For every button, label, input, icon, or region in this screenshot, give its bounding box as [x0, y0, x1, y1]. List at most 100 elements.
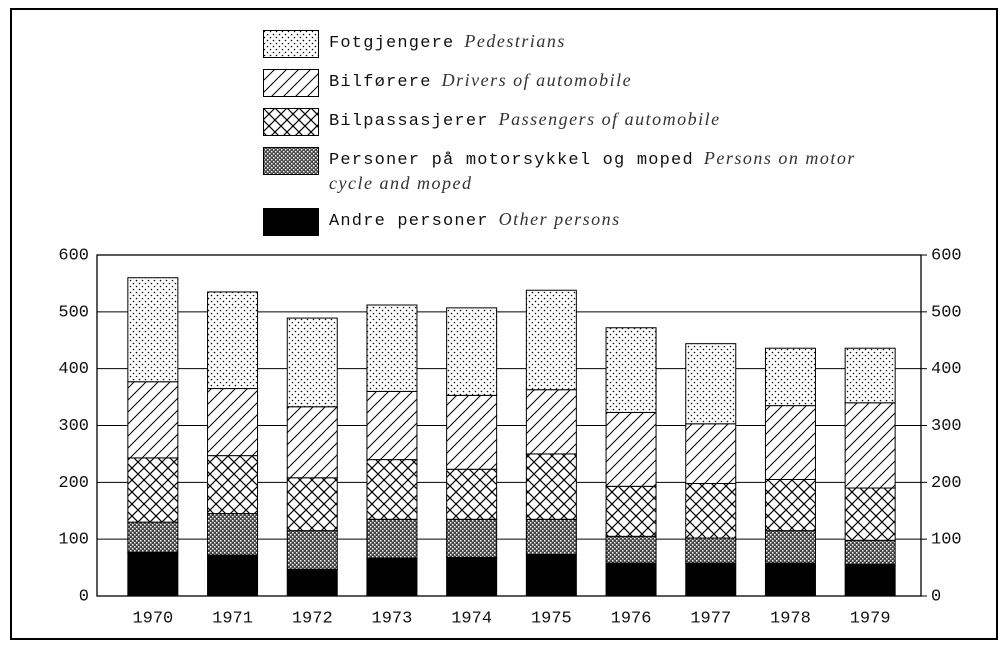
- y2-tick-label: 300: [931, 417, 962, 436]
- legend-name-en: Other persons: [498, 209, 621, 229]
- bar-segment: [127, 551, 179, 597]
- legend-name-en: Passengers of automobile: [498, 109, 721, 129]
- bar-segment: [605, 485, 657, 537]
- x-tick-label: 1972: [292, 609, 333, 628]
- bar-segment: [127, 381, 179, 459]
- x-tick-label: 1971: [212, 609, 253, 628]
- legend-swatch-fill: [263, 30, 319, 58]
- legend-label: Andre personer Other persons: [329, 208, 874, 233]
- x-tick-label: 1974: [451, 609, 492, 628]
- bar-segment: [605, 535, 657, 564]
- bar-segment: [366, 459, 418, 520]
- bar-segment: [764, 347, 816, 407]
- legend-item: Bilpassasjerer Passengers of automobile: [263, 108, 883, 136]
- legend-name: Personer på motorsykkel og moped: [329, 151, 694, 170]
- bar-segment: [525, 453, 577, 520]
- bar-segment: [764, 478, 816, 532]
- legend-name: Bilpassasjerer: [329, 112, 489, 131]
- x-tick-label: 1977: [690, 609, 731, 628]
- legend-label: Fotgjengere Pedestrians: [329, 30, 874, 55]
- bar-segment: [605, 562, 657, 597]
- x-tick-label: 1979: [850, 609, 891, 628]
- bar-segment: [844, 402, 896, 489]
- legend-swatch-fill: [263, 69, 319, 97]
- x-tick-label: 1970: [132, 609, 173, 628]
- bar-segment: [207, 455, 259, 515]
- y-tick-label: 500: [58, 303, 89, 322]
- bar-segment: [366, 518, 418, 559]
- bar-segment: [286, 406, 338, 479]
- legend-swatch-fill: [263, 108, 319, 136]
- bar-segment: [286, 317, 338, 408]
- bar-segment: [127, 457, 179, 523]
- frame: [10, 8, 998, 640]
- bar-segment: [446, 468, 498, 520]
- y-tick-label: 600: [58, 246, 89, 265]
- y2-tick-label: 400: [931, 360, 962, 379]
- legend: Fotgjengere Pedestrians Bilførere Drivers o…: [263, 30, 883, 247]
- y-tick-label: 100: [58, 531, 89, 550]
- legend-swatch: [263, 30, 319, 58]
- bar-segment: [844, 563, 896, 597]
- bar-segment: [764, 530, 816, 564]
- legend-name: Andre personer: [329, 212, 489, 231]
- legend-item: Andre personer Other persons: [263, 208, 883, 236]
- bar-segment: [525, 289, 577, 391]
- bar-segment: [446, 518, 498, 558]
- bar-segment: [446, 394, 498, 470]
- y-tick-label: 200: [58, 474, 89, 493]
- legend-swatch: [263, 108, 319, 136]
- bar-segment: [685, 562, 737, 597]
- y-tick-label: 0: [79, 587, 89, 606]
- legend-name-en: Persons on motor cycle and moped: [329, 148, 856, 193]
- bar-segment: [127, 277, 179, 383]
- y2-tick-label: 200: [931, 474, 962, 493]
- bar-segment: [286, 477, 338, 532]
- x-tick-label: 1975: [531, 609, 572, 628]
- legend-swatch-fill: [263, 208, 319, 236]
- legend-swatch-fill: [263, 147, 319, 175]
- bar-segment: [127, 521, 179, 553]
- bar-segment: [207, 513, 259, 556]
- bar-segment: [366, 390, 418, 461]
- y-tick-label: 400: [58, 360, 89, 379]
- bar-segment: [605, 411, 657, 487]
- bar-segment: [525, 389, 577, 455]
- legend-swatch: [263, 69, 319, 97]
- bar-segment: [685, 482, 737, 539]
- x-tick-label: 1976: [611, 609, 652, 628]
- bar-segment: [844, 539, 896, 565]
- legend-item: Bilførere Drivers of automobile: [263, 69, 883, 97]
- legend-swatch: [263, 208, 319, 236]
- bar-segment: [605, 327, 657, 413]
- bar-segment: [764, 405, 816, 480]
- bar-segment: [525, 518, 577, 556]
- legend-item: Personer på motorsykkel og moped Persons …: [263, 147, 883, 197]
- bar-segment: [844, 347, 896, 404]
- legend-label: Personer på motorsykkel og moped Persons …: [329, 147, 874, 197]
- legend-name: Bilførere: [329, 73, 432, 92]
- y-tick-label: 300: [58, 417, 89, 436]
- bar-segment: [764, 562, 816, 597]
- bar-segment: [366, 557, 418, 597]
- y2-tick-label: 100: [931, 531, 962, 550]
- bar-segment: [525, 554, 577, 597]
- y2-tick-label: 500: [931, 303, 962, 322]
- bar-segment: [286, 568, 338, 597]
- bar-segment: [685, 423, 737, 484]
- bar-segment: [286, 530, 338, 570]
- bar-segment: [207, 554, 259, 597]
- legend-item: Fotgjengere Pedestrians: [263, 30, 883, 58]
- x-tick-label: 1978: [770, 609, 811, 628]
- legend-label: Bilpassasjerer Passengers of automobile: [329, 108, 874, 133]
- bar-segment: [685, 537, 737, 564]
- y2-tick-label: 600: [931, 246, 962, 265]
- x-tick-label: 1973: [372, 609, 413, 628]
- legend-name: Fotgjengere: [329, 34, 455, 53]
- bar-segment: [446, 307, 498, 396]
- bar-segment: [207, 291, 259, 390]
- bar-segment: [844, 487, 896, 541]
- legend-name-en: Pedestrians: [464, 31, 566, 51]
